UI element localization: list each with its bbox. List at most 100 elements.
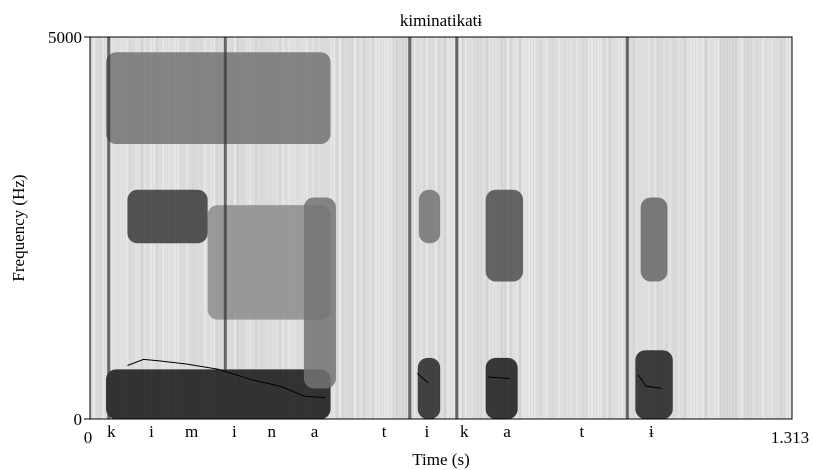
noise-streak — [669, 37, 671, 419]
spectrogram-image — [90, 37, 792, 419]
energy-band — [485, 357, 518, 419]
x-tick-label-max: 1.313 — [771, 428, 809, 447]
noise-streak — [588, 37, 590, 419]
burst-line — [223, 37, 227, 419]
noise-streak — [405, 37, 407, 419]
noise-streak — [639, 37, 641, 419]
pitch-contours — [127, 358, 663, 399]
segment-label: ɨ — [649, 422, 654, 441]
x-tick-label-min: 0 — [84, 428, 93, 447]
energy-band — [106, 52, 331, 144]
plot-frame — [89, 36, 793, 420]
noise-streak — [474, 37, 476, 419]
noise-streak — [759, 37, 761, 419]
noise-streak — [564, 37, 566, 419]
noise-streak — [339, 37, 341, 419]
noise-streak — [714, 37, 716, 419]
noise-streak — [789, 37, 791, 419]
noise-streak — [591, 37, 593, 419]
noise-streak — [567, 37, 569, 419]
noise-streak — [102, 37, 104, 419]
noise-streak — [729, 37, 731, 419]
noise-streak — [372, 37, 374, 419]
noise-streak — [444, 37, 446, 419]
burst-line — [107, 37, 111, 419]
noise-streak — [366, 37, 368, 419]
noise-streak — [720, 37, 722, 419]
noise-streak — [465, 37, 467, 419]
noise-streak — [450, 37, 452, 419]
noise-streak — [399, 37, 401, 419]
noise-streak — [723, 37, 725, 419]
noise-streak — [480, 37, 482, 419]
y-tick-label-min: 0 — [74, 410, 83, 429]
segment-label: i — [232, 422, 237, 441]
noise-streak — [336, 37, 338, 419]
burst-line — [625, 37, 629, 419]
noise-streak — [348, 37, 350, 419]
noise-streak — [738, 37, 740, 419]
noise-streak — [684, 37, 686, 419]
noise-streak — [375, 37, 377, 419]
segment-label: i — [149, 422, 154, 441]
noise-streak — [387, 37, 389, 419]
noise-streak — [369, 37, 371, 419]
energy-band — [207, 205, 331, 320]
noise-streak — [612, 37, 614, 419]
x-axis-label: Time (s) — [412, 450, 469, 469]
noise-streak — [573, 37, 575, 419]
noise-streak — [531, 37, 533, 419]
noise-streak — [528, 37, 530, 419]
segment-label: k — [460, 422, 469, 441]
noise-streak — [393, 37, 395, 419]
noise-streak — [702, 37, 704, 419]
noise-streak — [630, 37, 632, 419]
energy-band — [640, 197, 668, 282]
noise-streak — [384, 37, 386, 419]
noise-streak — [633, 37, 635, 419]
noise-streak — [771, 37, 773, 419]
noise-streak — [540, 37, 542, 419]
noise-streak — [459, 37, 461, 419]
noise-streak — [546, 37, 548, 419]
noise-streak — [453, 37, 455, 419]
burst-line — [455, 37, 459, 419]
noise-streak — [357, 37, 359, 419]
noise-streak — [117, 37, 119, 419]
noise-streak — [579, 37, 581, 419]
noise-streak — [342, 37, 344, 419]
segment-label: n — [268, 422, 277, 441]
noise-streak — [735, 37, 737, 419]
noise-streak — [576, 37, 578, 419]
segment-label: k — [107, 422, 116, 441]
y-tick-label-max: 5000 — [48, 28, 82, 47]
noise-streak — [555, 37, 557, 419]
noise-streak — [570, 37, 572, 419]
noise-streak — [114, 37, 116, 419]
noise-streak — [483, 37, 485, 419]
noise-streak — [363, 37, 365, 419]
noise-streak — [741, 37, 743, 419]
noise-streak — [726, 37, 728, 419]
noise-streak — [111, 37, 113, 419]
noise-streak — [552, 37, 554, 419]
noise-streak — [774, 37, 776, 419]
noise-streak — [711, 37, 713, 419]
noise-streak — [672, 37, 674, 419]
noise-streak — [351, 37, 353, 419]
noise-streak — [396, 37, 398, 419]
y-axis-label: Frequency (Hz) — [9, 174, 28, 281]
noise-streak — [354, 37, 356, 419]
noise-streak — [750, 37, 752, 419]
noise-streak — [786, 37, 788, 419]
noise-streak — [390, 37, 392, 419]
energy-band — [417, 357, 441, 419]
segment-label: t — [382, 422, 387, 441]
noise-streak — [378, 37, 380, 419]
noise-streak — [621, 37, 623, 419]
noise-streak — [411, 37, 413, 419]
noise-streak — [744, 37, 746, 419]
noise-streak — [600, 37, 602, 419]
chart-title: kiminatikatɨ — [400, 11, 482, 30]
